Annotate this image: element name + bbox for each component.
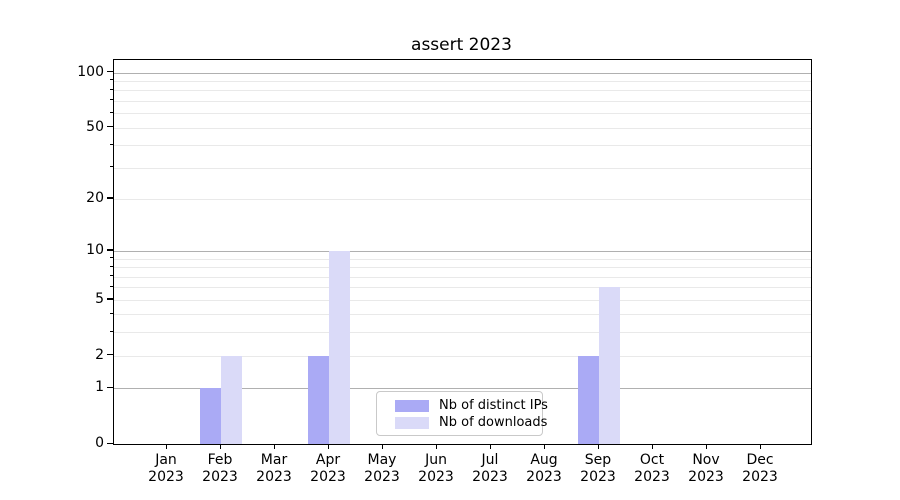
bar-feb-downloads: [221, 355, 242, 444]
x-tick-label-mar: Mar 2023: [256, 452, 292, 485]
y-gridline-minor: [114, 267, 811, 269]
x-tick-mark: [327, 444, 329, 449]
y-minor-tick-mark: [110, 111, 113, 113]
y-gridline-major: [114, 72, 811, 74]
bar-apr-distinct-ips: [308, 355, 329, 444]
x-tick-mark: [219, 444, 221, 449]
y-tick-label: 10: [86, 241, 104, 258]
y-tick-mark: [107, 354, 113, 356]
y-minor-tick-mark: [110, 312, 113, 314]
bar-sep-distinct-ips: [578, 355, 599, 444]
legend-label-downloads: Nb of downloads: [439, 415, 548, 430]
x-tick-mark: [543, 444, 545, 449]
x-tick-label-aug: Aug 2023: [526, 452, 562, 485]
x-tick-label-feb: Feb 2023: [202, 452, 238, 485]
y-minor-tick-mark: [110, 99, 113, 101]
y-tick-mark: [107, 197, 113, 199]
plot-area: [113, 59, 812, 445]
y-tick-mark: [107, 386, 113, 389]
y-gridline-minor: [114, 100, 811, 102]
y-gridline-minor: [114, 276, 811, 278]
x-tick-label-dec: Dec 2023: [742, 452, 778, 485]
y-tick-label: 20: [86, 189, 104, 206]
y-minor-tick-mark: [110, 330, 113, 332]
chart-title: assert 2023: [411, 35, 512, 55]
y-minor-tick-mark: [110, 79, 113, 81]
y-tick-mark: [107, 71, 113, 73]
y-gridline-minor: [114, 258, 811, 260]
y-minor-tick-mark: [110, 257, 113, 259]
bar-sep-downloads: [599, 287, 620, 444]
y-gridline-minor: [114, 145, 811, 147]
x-tick-mark: [381, 444, 383, 449]
y-tick-mark: [107, 249, 113, 251]
y-gridline-minor: [114, 287, 811, 289]
x-tick-label-jan: Jan 2023: [148, 452, 184, 485]
y-gridline-minor: [114, 80, 811, 82]
y-gridline-minor: [114, 167, 811, 169]
y-minor-tick-mark: [110, 143, 113, 145]
y-gridline-minor: [114, 299, 811, 301]
legend-label-distinct-ips: Nb of distinct IPs: [439, 398, 548, 413]
x-tick-label-nov: Nov 2023: [688, 452, 724, 485]
legend-swatch-downloads: [395, 416, 429, 429]
y-gridline-minor: [114, 314, 811, 316]
y-minor-tick-mark: [110, 275, 113, 277]
y-tick-label: 1: [95, 379, 104, 396]
x-tick-mark: [273, 444, 275, 449]
x-tick-label-oct: Oct 2023: [634, 452, 670, 485]
x-tick-mark: [759, 444, 761, 449]
y-minor-tick-mark: [110, 265, 113, 267]
x-tick-mark: [435, 444, 437, 449]
legend-item-downloads: Nb of downloads: [395, 415, 547, 430]
y-tick-mark: [107, 442, 113, 444]
y-gridline-major: [114, 250, 811, 252]
y-gridline-minor: [114, 332, 811, 334]
y-minor-tick-mark: [110, 285, 113, 287]
x-tick-label-may: May 2023: [364, 452, 400, 485]
y-minor-tick-mark: [110, 88, 113, 90]
bar-feb-distinct-ips: [200, 388, 221, 444]
x-tick-mark: [597, 444, 599, 449]
x-tick-label-sep: Sep 2023: [580, 452, 616, 485]
bar-apr-downloads: [329, 250, 350, 444]
y-minor-tick-mark: [110, 166, 113, 168]
x-tick-mark: [165, 444, 167, 449]
y-tick-label: 100: [77, 63, 104, 80]
y-gridline-major: [114, 388, 811, 390]
x-tick-mark: [705, 444, 707, 449]
y-tick-label: 0: [95, 435, 104, 451]
x-tick-label-apr: Apr 2023: [310, 452, 346, 485]
x-tick-mark: [489, 444, 491, 449]
y-gridline-minor: [114, 198, 811, 200]
x-tick-mark: [651, 444, 653, 449]
y-tick-label: 50: [86, 118, 104, 135]
y-tick-mark: [107, 298, 113, 300]
legend-item-distinct-ips: Nb of distinct IPs: [395, 398, 548, 413]
y-gridline-minor: [114, 113, 811, 115]
y-tick-mark: [107, 126, 113, 128]
x-tick-label-jun: Jun 2023: [418, 452, 454, 485]
legend: Nb of distinct IPs Nb of downloads: [376, 391, 548, 436]
y-tick-label: 5: [95, 290, 104, 307]
y-tick-label: 2: [95, 346, 104, 363]
y-gridline-minor: [114, 90, 811, 92]
legend-swatch-distinct-ips: [395, 399, 429, 412]
y-gridline-minor: [114, 355, 811, 357]
y-gridline-minor: [114, 127, 811, 129]
x-tick-label-jul: Jul 2023: [472, 452, 508, 485]
